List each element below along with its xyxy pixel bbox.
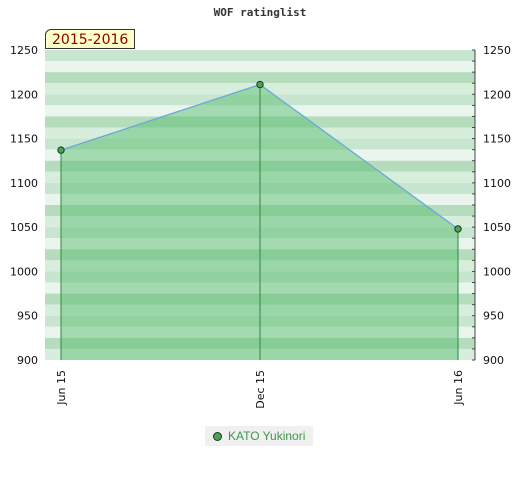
y-tick-label: 1250	[10, 44, 38, 57]
data-point	[454, 225, 462, 233]
y-tick-label: 1200	[10, 88, 38, 101]
grid-band	[45, 50, 475, 62]
y-tick-label-right: 1000	[483, 265, 511, 278]
y-tick-label: 1100	[10, 177, 38, 190]
legend[interactable]: KATO Yukinori	[205, 426, 314, 446]
y-tick-label-right: 1200	[483, 88, 511, 101]
markers-layer	[57, 80, 462, 233]
legend-label: KATO Yukinori	[228, 429, 306, 443]
y-tick-label: 1150	[10, 133, 38, 146]
y-tick-label-right: 950	[483, 310, 504, 323]
x-axis: Jun 15 Dec 15 Jun 16	[55, 370, 465, 409]
x-tick-label: Jun 15	[55, 370, 68, 406]
y-tick-label-right: 1150	[483, 133, 511, 146]
x-tick-label: Dec 15	[254, 370, 267, 409]
y-tick-label-right: 1250	[483, 44, 511, 57]
y-tick-label-right: 1100	[483, 177, 511, 190]
data-point	[57, 146, 65, 154]
x-tick-label: Jun 16	[452, 370, 465, 406]
left-y-axis: 900 950 1000 1050 1100 1150 1200 1250	[10, 44, 38, 367]
grid-band	[45, 61, 475, 73]
area-layer	[60, 83, 459, 361]
grid-band	[45, 72, 475, 84]
data-point	[256, 80, 264, 89]
chart-title: WOF ratinglist	[213, 6, 307, 19]
y-tick-label-right: 900	[483, 354, 504, 367]
y-tick-label-right: 1050	[483, 221, 511, 234]
legend-marker-icon	[213, 431, 222, 441]
y-tick-label: 1050	[10, 221, 38, 234]
right-y-axis: 900 950 1000 1050 1100 1150 1200 1250	[472, 44, 511, 367]
y-tick-label: 950	[17, 310, 38, 323]
season-tag: 2015-2016	[45, 29, 136, 49]
y-tick-label: 900	[17, 354, 38, 367]
y-tick-label: 1000	[10, 265, 38, 278]
